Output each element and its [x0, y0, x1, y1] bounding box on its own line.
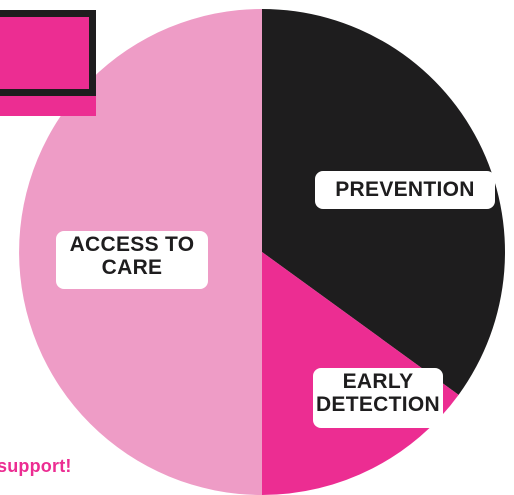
slice-label-access-line-1: ACCESS TO: [69, 233, 195, 256]
slice-label-access-line-2: CARE: [101, 255, 163, 279]
support-footer-text: support!: [0, 456, 72, 476]
slice-label-early-line-2: DETECTION: [315, 392, 441, 416]
slice-label-early-line-1: EARLY: [342, 370, 414, 393]
decorative-pink-block: [0, 10, 96, 96]
slice-label-prevention-text: PREVENTION: [335, 178, 475, 201]
slice-label-access-to-care: ACCESS TO CARE: [56, 231, 208, 289]
slice-label-early-detection: EARLY DETECTION: [313, 368, 443, 428]
slice-label-prevention: PREVENTION: [315, 171, 495, 209]
